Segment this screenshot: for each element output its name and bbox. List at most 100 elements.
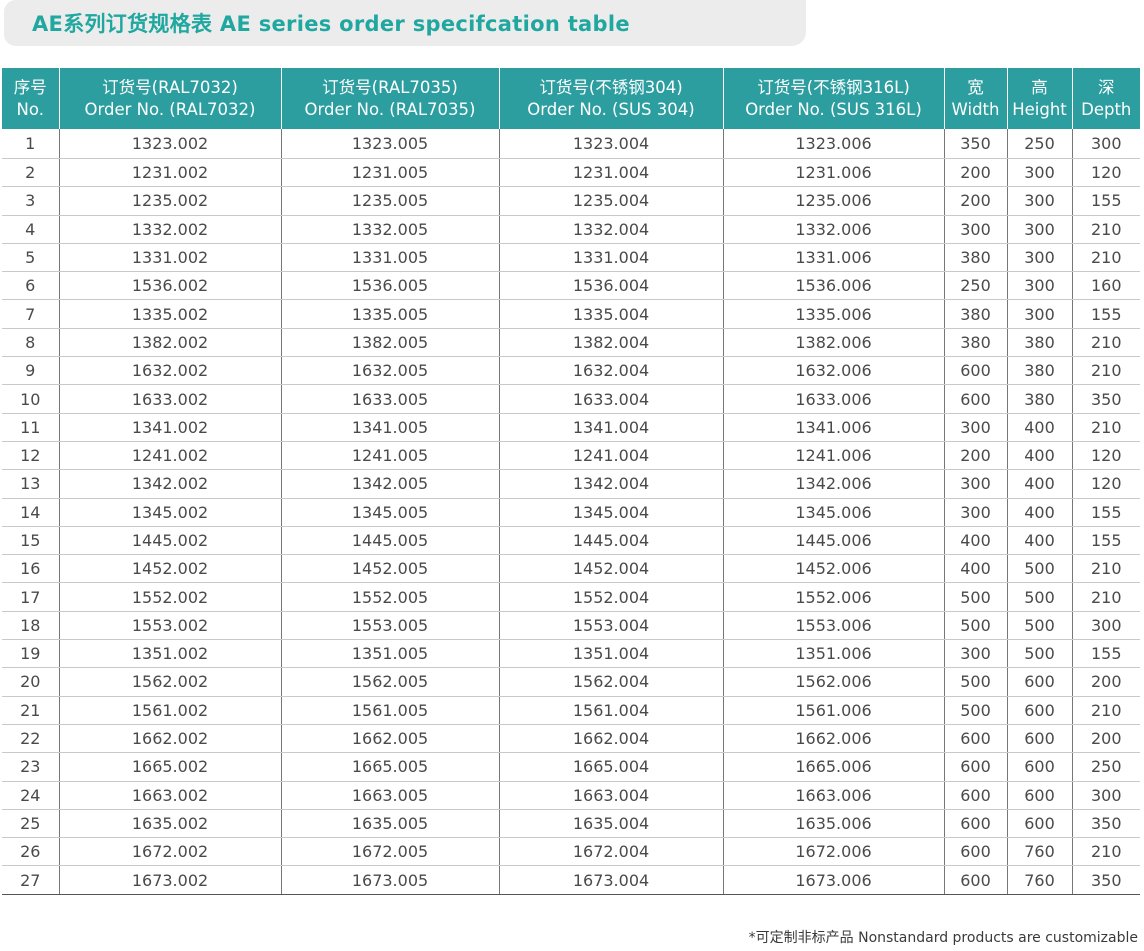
cell-ral7032: 1341.002 (58, 413, 281, 442)
cell-ral7035: 1536.005 (280, 271, 499, 301)
cell-depth: 155 (1071, 186, 1140, 216)
column-header-sus304: 订货号(不锈钢304) Order No. (SUS 304) (498, 68, 723, 129)
cell-height: 300 (1006, 158, 1072, 188)
column-header-ral7032: 订货号(RAL7032) Order No. (RAL7032) (58, 68, 281, 129)
cell-width: 600 (943, 752, 1007, 782)
cell-width: 380 (943, 328, 1007, 358)
cell-ral7035: 1445.005 (280, 526, 499, 556)
cell-depth: 200 (1071, 667, 1140, 697)
cell-sus316l: 1662.006 (722, 724, 944, 754)
cell-ral7032: 1633.002 (58, 384, 281, 414)
cell-ral7035: 1665.005 (280, 752, 499, 782)
cell-sus304: 1231.004 (498, 158, 723, 188)
cell-no: 24 (2, 781, 59, 810)
cell-no: 22 (2, 724, 59, 754)
cell-ral7032: 1345.002 (58, 498, 281, 527)
column-header-width: 宽 Width (943, 68, 1007, 129)
cell-ral7032: 1241.002 (58, 441, 281, 471)
cell-depth: 210 (1071, 554, 1140, 584)
table-body: 1 1323.002 1323.005 1323.004 1323.006 350 250 3… (2, 129, 1140, 895)
cell-height: 760 (1006, 865, 1072, 895)
cell-sus316l: 1382.006 (722, 328, 944, 358)
cell-height: 500 (1006, 611, 1072, 641)
cell-no: 7 (2, 299, 59, 329)
cell-sus304: 1382.004 (498, 328, 723, 358)
cell-depth: 155 (1071, 498, 1140, 527)
cell-no: 1 (2, 129, 59, 159)
cell-no: 3 (2, 186, 59, 216)
cell-ral7035: 1241.005 (280, 441, 499, 471)
cell-height: 300 (1006, 243, 1072, 273)
cell-height: 600 (1006, 696, 1072, 725)
cell-height: 400 (1006, 498, 1072, 527)
cell-ral7035: 1562.005 (280, 667, 499, 697)
cell-depth: 210 (1071, 696, 1140, 725)
cell-ral7032: 1231.002 (58, 158, 281, 188)
cell-height: 500 (1006, 554, 1072, 584)
cell-ral7032: 1323.002 (58, 129, 281, 159)
cell-sus316l: 1452.006 (722, 554, 944, 584)
cell-sus316l: 1553.006 (722, 611, 944, 641)
cell-width: 200 (943, 186, 1007, 216)
order-spec-table: 序号 No. 订货号(RAL7032) Order No. (RAL7032) 订货… (2, 68, 1140, 895)
table-row: 14 1345.002 1345.005 1345.004 1345.006 300 400… (2, 498, 1140, 527)
cell-sus316l: 1332.006 (722, 215, 944, 244)
cell-sus316l: 1632.006 (722, 356, 944, 386)
footnote: *可定制非标产品 Nonstandard products are custom… (748, 930, 1138, 946)
cell-height: 300 (1006, 215, 1072, 244)
cell-depth: 210 (1071, 413, 1140, 442)
cell-width: 300 (943, 498, 1007, 527)
cell-no: 17 (2, 582, 59, 612)
cell-sus316l: 1561.006 (722, 696, 944, 725)
cell-sus316l: 1635.006 (722, 809, 944, 839)
cell-ral7035: 1673.005 (280, 865, 499, 895)
cell-height: 300 (1006, 186, 1072, 216)
cell-sus316l: 1331.006 (722, 243, 944, 273)
column-header-depth: 深 Depth (1071, 68, 1140, 129)
cell-sus316l: 1445.006 (722, 526, 944, 556)
cell-sus316l: 1241.006 (722, 441, 944, 471)
cell-depth: 210 (1071, 215, 1140, 244)
cell-no: 14 (2, 498, 59, 527)
cell-ral7032: 1635.002 (58, 809, 281, 839)
cell-sus316l: 1633.006 (722, 384, 944, 414)
cell-height: 600 (1006, 809, 1072, 839)
cell-ral7032: 1445.002 (58, 526, 281, 556)
cell-width: 200 (943, 441, 1007, 471)
cell-width: 600 (943, 865, 1007, 895)
cell-sus304: 1663.004 (498, 781, 723, 810)
cell-no: 23 (2, 752, 59, 782)
cell-no: 4 (2, 215, 59, 244)
table-row: 5 1331.002 1331.005 1331.004 1331.006 380 300 2… (2, 243, 1140, 273)
cell-sus304: 1552.004 (498, 582, 723, 612)
cell-depth: 210 (1071, 582, 1140, 612)
cell-sus304: 1323.004 (498, 129, 723, 159)
cell-sus304: 1452.004 (498, 554, 723, 584)
cell-ral7032: 1562.002 (58, 667, 281, 697)
cell-sus316l: 1665.006 (722, 752, 944, 782)
cell-width: 250 (943, 271, 1007, 301)
cell-sus304: 1665.004 (498, 752, 723, 782)
cell-height: 500 (1006, 639, 1072, 669)
cell-sus316l: 1231.006 (722, 158, 944, 188)
cell-no: 11 (2, 413, 59, 442)
cell-no: 16 (2, 554, 59, 584)
cell-no: 25 (2, 809, 59, 839)
page-title: AE系列订货规格表 AE series order specifcation t… (32, 12, 630, 36)
cell-sus316l: 1341.006 (722, 413, 944, 442)
cell-width: 600 (943, 724, 1007, 754)
cell-ral7035: 1235.005 (280, 186, 499, 216)
cell-height: 600 (1006, 724, 1072, 754)
cell-sus316l: 1323.006 (722, 129, 944, 159)
cell-width: 350 (943, 129, 1007, 159)
column-header-height: 高 Height (1006, 68, 1072, 129)
cell-depth: 350 (1071, 865, 1140, 895)
cell-sus304: 1235.004 (498, 186, 723, 216)
cell-depth: 120 (1071, 469, 1140, 499)
cell-width: 300 (943, 215, 1007, 244)
table-row: 4 1332.002 1332.005 1332.004 1332.006 300 300 2… (2, 215, 1140, 244)
cell-no: 5 (2, 243, 59, 273)
cell-ral7032: 1332.002 (58, 215, 281, 244)
cell-sus304: 1342.004 (498, 469, 723, 499)
cell-no: 12 (2, 441, 59, 471)
